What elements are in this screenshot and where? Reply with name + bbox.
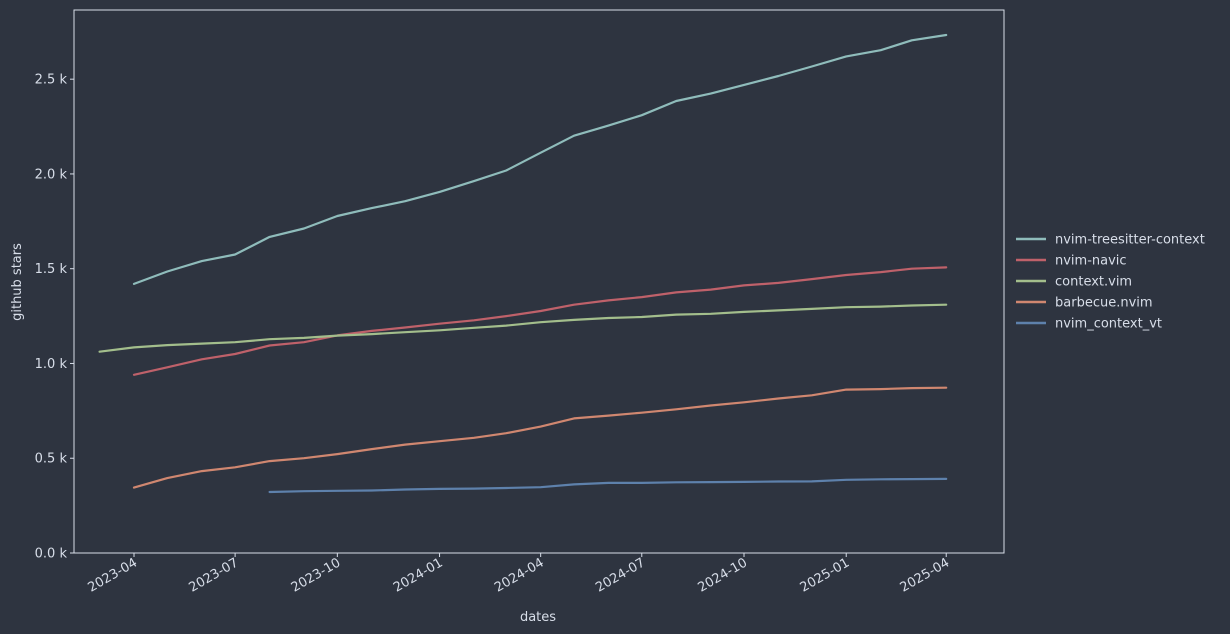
plot-frame bbox=[73, 9, 1005, 554]
y-tick-label: 2.0 k bbox=[35, 167, 68, 182]
series-line-2 bbox=[98, 303, 948, 353]
y-tick-label: 0.0 k bbox=[35, 547, 68, 562]
y-tick-label: 1.5 k bbox=[35, 262, 68, 277]
legend-label: nvim_context_vt bbox=[1055, 317, 1162, 332]
legend: nvim-treesitter-context nvim-navic context… bbox=[1016, 233, 1205, 332]
legend-label: nvim-navic bbox=[1055, 254, 1127, 269]
series-line-3 bbox=[132, 386, 948, 489]
x-axis-title: dates bbox=[520, 610, 556, 625]
y-tick-label: 2.5 k bbox=[35, 73, 68, 88]
y-tick-label: 0.5 k bbox=[35, 452, 68, 467]
series-line-4 bbox=[268, 477, 948, 494]
y-axis-title: github stars bbox=[10, 243, 25, 321]
series-line-1 bbox=[132, 266, 948, 376]
y-tick-label: 1.0 k bbox=[35, 357, 68, 372]
legend-label: nvim-treesitter-context bbox=[1055, 233, 1205, 248]
series-line-0 bbox=[132, 33, 948, 285]
legend-label: context.vim bbox=[1055, 275, 1132, 290]
legend-label: barbecue.nvim bbox=[1055, 296, 1153, 311]
